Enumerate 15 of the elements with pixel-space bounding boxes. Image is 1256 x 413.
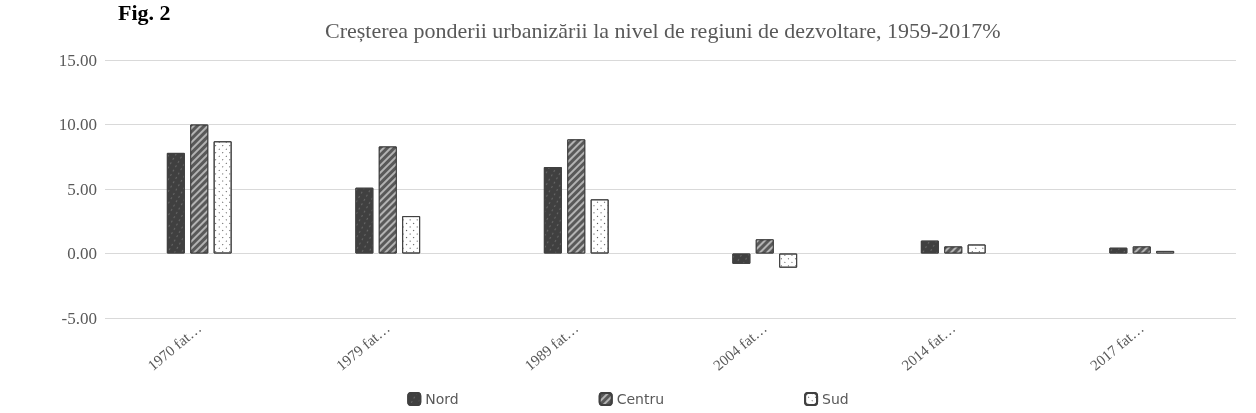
x-tick-label: 2014 fat… bbox=[898, 319, 959, 374]
x-tick-label: 1979 fat… bbox=[333, 319, 393, 374]
y-tick-label: -5.00 bbox=[61, 308, 97, 328]
y-tick-label: 10.00 bbox=[58, 115, 97, 134]
x-tick-label: 1989 fat… bbox=[521, 319, 582, 374]
legend-label: Centru bbox=[616, 391, 665, 407]
x-tick-label: 1970 fat… bbox=[144, 319, 205, 374]
caption: Fig. 2 bbox=[118, 0, 171, 26]
y-tick-label: 15.00 bbox=[58, 50, 97, 70]
legend-label: Nord bbox=[425, 391, 459, 407]
y-tick-label: 5.00 bbox=[67, 179, 97, 199]
legend-label: Sud bbox=[822, 391, 849, 407]
y-tick-label: 0.00 bbox=[67, 244, 97, 263]
chart-title: Creșterea ponderii urbanizării la nivel de regiuni de dezvoltare, 1959-2017% bbox=[325, 17, 1001, 43]
x-tick-label: 2004 fat… bbox=[710, 319, 770, 374]
